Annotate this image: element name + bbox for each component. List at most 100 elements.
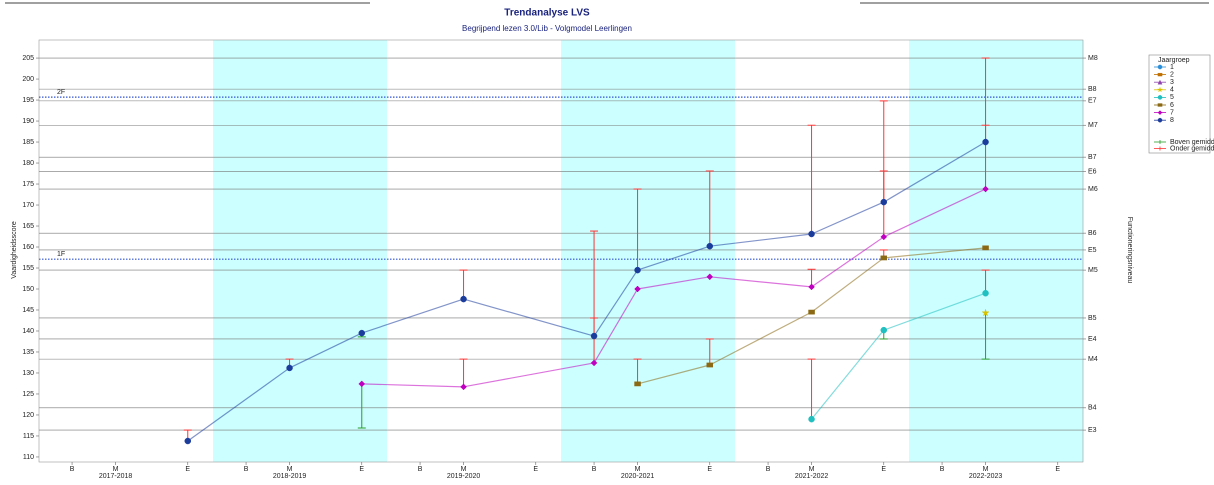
y-tick-label: 115 [23, 433, 34, 440]
y-tick-label: 135 [22, 349, 34, 356]
marker [1157, 117, 1163, 123]
y-tick-label: 110 [23, 454, 34, 461]
y2-tick-label: M5 [1088, 267, 1098, 274]
marker [982, 245, 989, 251]
y2-tick-label: E7 [1088, 98, 1097, 105]
x-tick-label: M [983, 466, 989, 473]
marker [982, 138, 989, 146]
series-segment [593, 288, 639, 364]
y2-tick-label: E3 [1088, 427, 1097, 434]
y-tick-label: 130 [22, 370, 34, 377]
legend-label: 5 [1170, 94, 1174, 101]
year-band [213, 40, 387, 462]
x-tick-label: B [940, 466, 945, 473]
marker [184, 437, 192, 445]
legend-label: 2 [1170, 71, 1174, 78]
y2-tick-label: M8 [1088, 55, 1098, 62]
y2-tick-label: B7 [1088, 154, 1097, 161]
marker [634, 285, 641, 293]
marker [1157, 72, 1163, 77]
marker [1157, 103, 1163, 107]
marker [706, 273, 714, 281]
y2-tick-label: M7 [1088, 122, 1098, 129]
y2-axis-label: Functioneringsniveau [1126, 217, 1133, 284]
x-tick-label: E [533, 466, 538, 473]
year-label: 2019-2020 [447, 473, 481, 480]
marker [982, 289, 989, 297]
y2-tick-label: M6 [1088, 186, 1098, 193]
y2-tick-label: E6 [1088, 168, 1097, 175]
y-tick-label: 160 [22, 244, 34, 251]
x-tick-label: B [592, 466, 597, 473]
marker [286, 364, 293, 372]
marker [1157, 110, 1163, 115]
series-segment [187, 367, 290, 442]
series-segment [637, 276, 710, 290]
series-segment [883, 141, 986, 203]
legend-title: Jaargroep [1158, 57, 1190, 64]
y-tick-label: 200 [22, 76, 34, 83]
y2-tick-label: B8 [1088, 86, 1097, 93]
series-segment [883, 188, 986, 238]
marker [808, 309, 815, 315]
series-segment [811, 236, 885, 288]
series-segment [463, 362, 595, 388]
series-segment [709, 311, 812, 366]
y-tick-label: 180 [22, 160, 34, 167]
marker [590, 359, 598, 367]
year-label: 2017-2018 [99, 473, 133, 480]
marker [1157, 86, 1163, 93]
series-segment [637, 245, 710, 271]
y-tick-label: 165 [22, 223, 34, 230]
legend-label: Onder gemiddelde [1170, 145, 1214, 152]
chart-subtitle: Begrijpend lezen 3.0/Lib - Volgmodel Lee… [462, 24, 632, 33]
x-tick-label: E [881, 466, 886, 473]
series-segment [709, 233, 812, 247]
series-segment [637, 364, 710, 385]
marker [981, 308, 990, 317]
year-label: 2018-2019 [273, 473, 307, 480]
year-label: 2022-2023 [969, 473, 1003, 480]
x-tick-label: M [113, 466, 119, 473]
y-tick-label: 155 [22, 265, 34, 272]
legend-label: 1 [1170, 64, 1174, 71]
y2-tick-label: M4 [1088, 356, 1098, 363]
series-segment [289, 332, 363, 369]
x-tick-label: E [1055, 466, 1060, 473]
legend-label: 4 [1170, 87, 1174, 94]
y2-tick-label: B5 [1088, 315, 1097, 322]
marker [880, 233, 888, 241]
y-tick-label: 190 [22, 118, 34, 125]
x-tick-label: M [809, 466, 815, 473]
reference-label: 1F [57, 251, 65, 258]
y-tick-label: 150 [22, 286, 34, 293]
y-tick-label: 140 [22, 328, 34, 335]
x-tick-label: E [185, 466, 190, 473]
plot-frame [38, 39, 1084, 463]
chart-title: Trendanalyse LVS [504, 8, 590, 19]
series-segment [811, 257, 885, 313]
y-tick-label: 185 [22, 139, 34, 146]
y-tick-label: 175 [22, 181, 34, 188]
legend-label: Boven gemiddelde [1170, 139, 1214, 146]
x-tick-label: E [707, 466, 712, 473]
y2-tick-label: E5 [1088, 247, 1097, 254]
marker [880, 198, 888, 206]
x-tick-label: M [635, 466, 641, 473]
y-tick-label: 125 [22, 391, 34, 398]
series-segment [361, 383, 464, 388]
year-band [561, 40, 735, 462]
legend-label: 7 [1170, 109, 1174, 116]
x-tick-label: E [359, 466, 364, 473]
y2-tick-label: B4 [1088, 405, 1097, 412]
x-tick-label: M [461, 466, 467, 473]
y-tick-label: 195 [22, 97, 34, 104]
year-label: 2020-2021 [621, 473, 655, 480]
y-tick-label: 145 [22, 307, 34, 314]
marker [1157, 95, 1163, 100]
marker [808, 415, 815, 423]
marker [1157, 79, 1163, 85]
marker [706, 362, 714, 368]
legend-label: 6 [1170, 102, 1174, 109]
